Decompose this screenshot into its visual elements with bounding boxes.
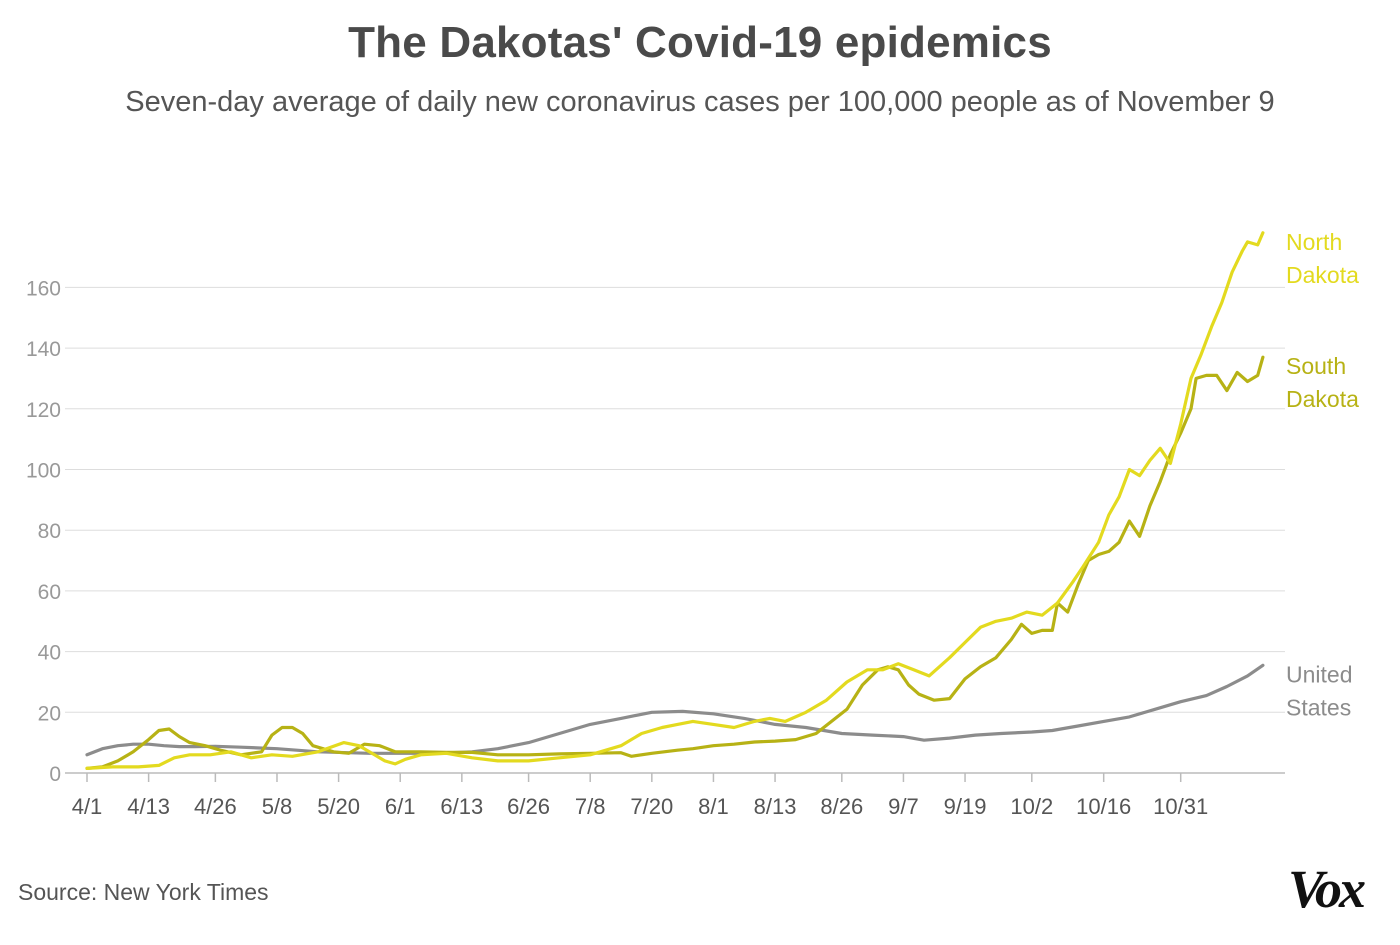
x-tick-label: 8/1 xyxy=(698,794,729,819)
x-tick-label: 6/1 xyxy=(385,794,416,819)
x-tick-label: 8/26 xyxy=(820,794,863,819)
x-tick-label: 7/20 xyxy=(630,794,673,819)
x-tick-label: 6/26 xyxy=(507,794,550,819)
x-tick-label: 5/20 xyxy=(317,794,360,819)
x-tick-label: 4/1 xyxy=(72,794,103,819)
series-line-north-dakota xyxy=(85,231,1265,771)
chart-subtitle: Seven-day average of daily new coronavir… xyxy=(125,86,1275,118)
y-tick-label: 20 xyxy=(38,702,61,725)
y-tick-label: 140 xyxy=(26,338,61,361)
x-tick-label: 10/31 xyxy=(1153,794,1208,819)
series-label-south-dakota: South xyxy=(1286,353,1346,379)
y-tick-label: 80 xyxy=(38,520,61,543)
series-layer xyxy=(85,231,1265,771)
series-label-united-states: United xyxy=(1286,661,1352,687)
y-tick-label: 60 xyxy=(38,581,61,604)
x-tick-label: 9/19 xyxy=(944,794,987,819)
x-tick-label: 10/2 xyxy=(1010,794,1053,819)
x-axis: 4/1 4/13 4/26 5/8 5/20 6/1 6/13 6/26 7/8 7/20 8/1 8… xyxy=(72,773,1208,819)
y-tick-label: 40 xyxy=(38,642,61,665)
series-labels: United States South Dakota North Dakota xyxy=(1286,229,1359,720)
series-label-north-dakota: Dakota xyxy=(1286,262,1359,288)
x-tick-label: 4/13 xyxy=(127,794,170,819)
source-note: Source: New York Times xyxy=(18,879,269,905)
x-tick-label: 9/7 xyxy=(888,794,919,819)
chart-title: The Dakotas' Covid-19 epidemics xyxy=(348,18,1052,67)
x-tick-label: 5/8 xyxy=(262,794,293,819)
y-tick-label: 160 xyxy=(26,277,61,300)
y-tick-label: 100 xyxy=(26,460,61,483)
x-tick-label: 6/13 xyxy=(440,794,483,819)
grid-layer: 0 20 40 60 80 100 120 140 160 xyxy=(26,277,1285,786)
series-label-south-dakota: Dakota xyxy=(1286,386,1359,412)
vox-logo: Vox xyxy=(1288,859,1366,919)
x-tick-label: 4/26 xyxy=(194,794,237,819)
x-tick-label: 10/16 xyxy=(1076,794,1131,819)
series-label-united-states: States xyxy=(1286,694,1351,720)
series-label-north-dakota: North xyxy=(1286,229,1342,255)
x-tick-label: 8/13 xyxy=(754,794,797,819)
y-tick-label: 120 xyxy=(26,399,61,422)
series-line-united-states xyxy=(85,663,1265,757)
series-line-south-dakota xyxy=(85,355,1265,771)
x-tick-label: 7/8 xyxy=(575,794,606,819)
y-tick-label: 0 xyxy=(49,763,61,786)
